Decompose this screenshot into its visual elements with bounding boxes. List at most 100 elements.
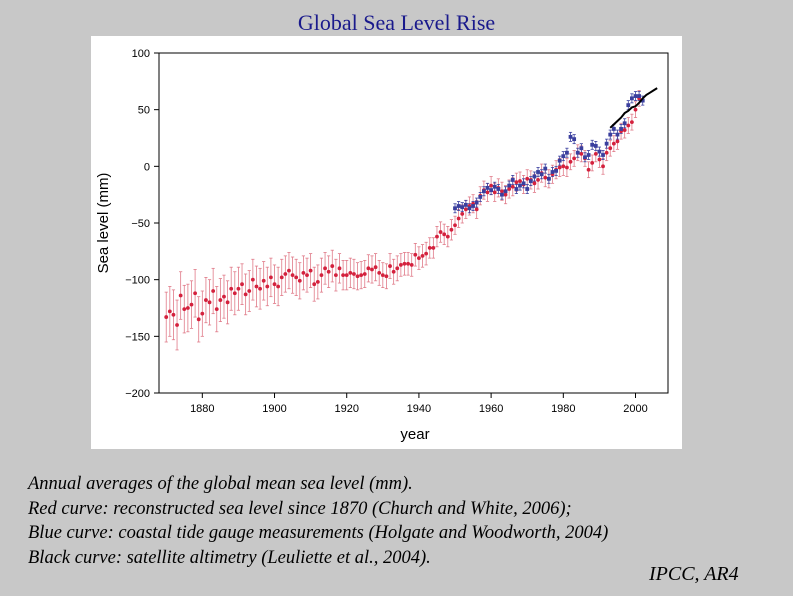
caption-line-2: Red curve: reconstructed sea level since… xyxy=(28,498,572,519)
data-point-blue xyxy=(474,200,479,205)
data-point-red xyxy=(247,289,252,293)
data-point-blue xyxy=(489,188,494,193)
data-point-red xyxy=(427,246,432,250)
y-tick-label: −50 xyxy=(131,218,150,230)
data-point-red xyxy=(323,266,327,271)
data-point-red xyxy=(568,159,573,164)
data-point-red xyxy=(254,284,259,289)
data-point-red xyxy=(442,232,447,237)
data-point-blue xyxy=(510,178,515,182)
data-point-red xyxy=(460,212,465,216)
data-point-red xyxy=(485,190,490,195)
data-point-red xyxy=(503,192,508,197)
data-point-red xyxy=(214,307,219,312)
data-point-red xyxy=(265,284,270,289)
data-point-red xyxy=(189,302,194,307)
data-point-red xyxy=(608,146,613,151)
data-point-blue xyxy=(622,121,627,126)
data-point-red xyxy=(229,286,234,291)
data-point-blue xyxy=(525,187,530,191)
data-point-red xyxy=(272,282,277,287)
data-point-red xyxy=(193,291,197,296)
data-point-red xyxy=(626,123,631,128)
data-point-red xyxy=(337,266,342,271)
data-point-blue xyxy=(478,195,483,199)
data-point-red xyxy=(435,234,439,239)
data-point-red xyxy=(604,150,609,155)
data-point-red xyxy=(243,292,248,297)
data-point-red xyxy=(283,272,288,276)
data-point-red xyxy=(492,190,497,195)
data-point-red xyxy=(510,184,515,189)
data-point-red xyxy=(449,227,454,232)
data-point-blue xyxy=(611,127,616,131)
data-point-red xyxy=(167,309,172,314)
data-point-blue xyxy=(521,181,526,186)
data-point-red xyxy=(211,289,216,293)
data-point-red xyxy=(424,251,429,256)
data-point-blue xyxy=(601,153,605,157)
data-point-red xyxy=(352,272,356,276)
data-point-red xyxy=(601,164,605,169)
plot-frame xyxy=(158,52,669,394)
data-point-red xyxy=(175,323,179,327)
data-point-red xyxy=(597,157,602,162)
data-point-red xyxy=(532,181,537,186)
data-point-red xyxy=(200,311,205,316)
data-point-red xyxy=(178,293,183,298)
y-tick-label: −200 xyxy=(125,388,150,400)
data-point-blue xyxy=(597,149,602,154)
y-tick-label: −150 xyxy=(125,331,150,343)
data-point-red xyxy=(593,151,598,156)
data-point-red xyxy=(250,277,255,282)
data-point-blue xyxy=(579,146,584,151)
data-point-red xyxy=(388,264,392,268)
data-point-red xyxy=(507,187,512,191)
data-point-red xyxy=(536,178,540,182)
data-point-red xyxy=(409,263,414,267)
data-point-blue xyxy=(604,141,609,146)
slide-title: Global Sea Level Rise xyxy=(297,10,496,35)
data-point-red xyxy=(565,165,569,170)
data-point-blue xyxy=(615,132,620,137)
data-point-red xyxy=(500,189,504,194)
data-point-red xyxy=(276,284,281,289)
data-point-red xyxy=(348,270,353,275)
data-point-blue xyxy=(492,184,497,189)
x-tick-label: 1920 xyxy=(334,403,358,415)
data-point-blue xyxy=(633,94,638,98)
data-point-red xyxy=(431,246,436,250)
y-tick-label: 0 xyxy=(144,161,150,173)
data-point-red xyxy=(344,273,349,278)
data-point-blue xyxy=(518,183,522,188)
data-point-blue xyxy=(637,94,642,98)
data-point-blue xyxy=(456,204,461,208)
x-tick-label: 1900 xyxy=(262,403,286,415)
data-point-red xyxy=(279,275,284,280)
data-point-red xyxy=(341,273,346,278)
data-point-blue xyxy=(536,170,540,174)
data-point-red xyxy=(633,107,638,112)
data-point-red xyxy=(525,176,530,181)
data-point-red xyxy=(305,273,309,278)
data-point-red xyxy=(196,317,201,322)
caption-line-1: Annual averages of the global mean sea l… xyxy=(28,474,413,494)
data-point-red xyxy=(380,273,385,278)
data-point-red xyxy=(164,315,169,319)
data-point-red xyxy=(269,275,273,280)
data-point-blue xyxy=(467,206,472,211)
data-point-blue xyxy=(481,189,486,194)
data-point-red xyxy=(622,128,627,132)
caption-line-3: Blue curve: coastal tide gauge measureme… xyxy=(28,523,609,543)
credit: IPCC, AR4 xyxy=(649,563,739,585)
data-point-red xyxy=(315,280,320,284)
data-point-red xyxy=(456,216,461,221)
data-point-red xyxy=(319,273,324,278)
data-point-red xyxy=(258,286,262,291)
data-point-red xyxy=(362,272,367,276)
data-point-red xyxy=(518,179,522,183)
data-point-red xyxy=(395,266,400,271)
data-point-red xyxy=(474,207,479,212)
data-point-red xyxy=(355,274,360,279)
data-point-red xyxy=(330,264,335,268)
